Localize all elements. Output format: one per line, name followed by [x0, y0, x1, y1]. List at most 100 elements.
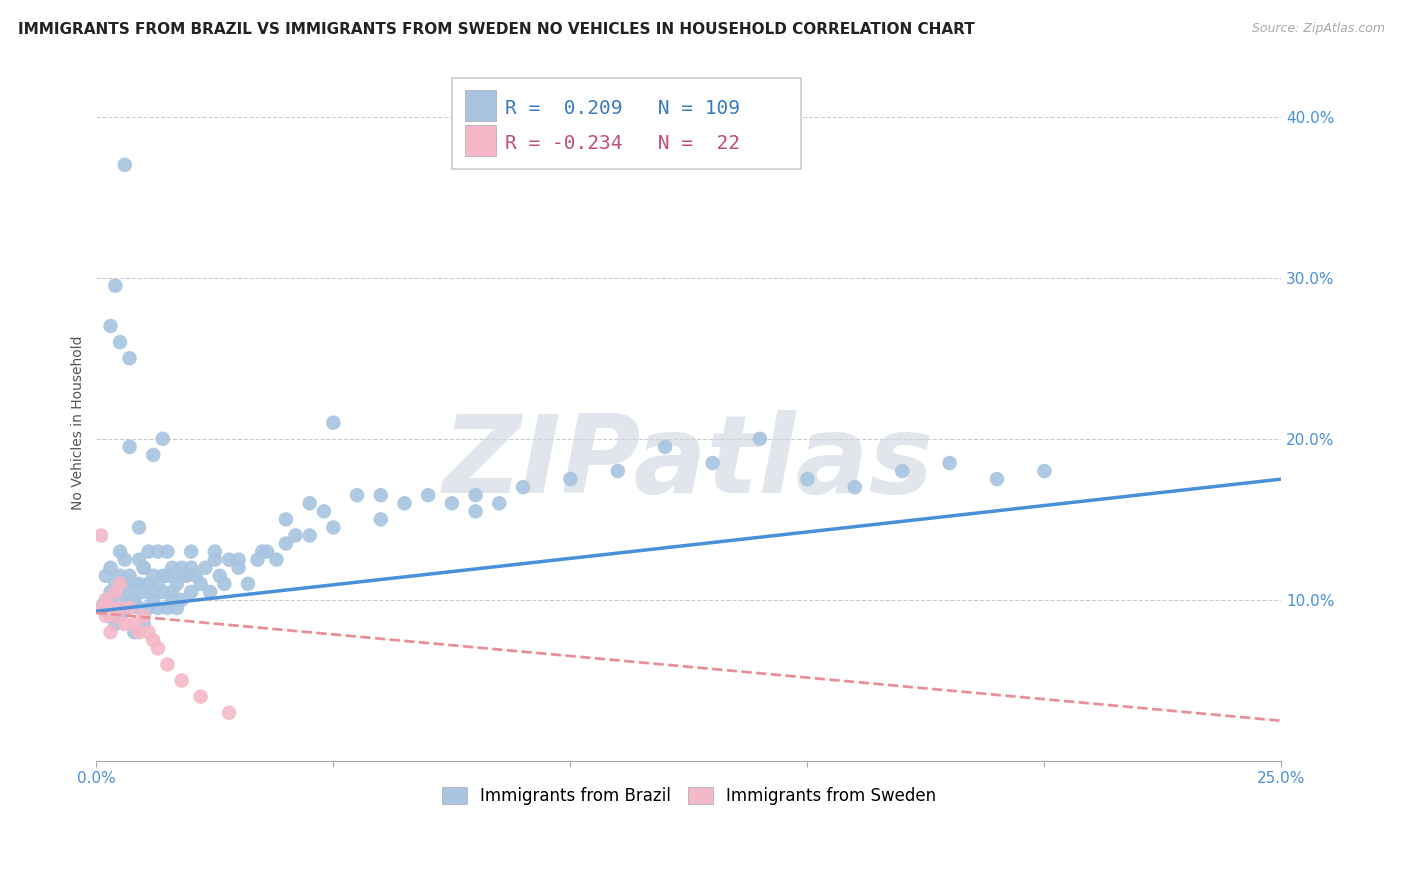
Point [142, 633, 165, 648]
Point [204, 552, 226, 566]
Point [94, 593, 117, 607]
Point [146, 544, 169, 558]
Point [100, 625, 122, 640]
Text: R = -0.234   N =  22: R = -0.234 N = 22 [505, 135, 740, 153]
Point [156, 544, 179, 558]
Point [298, 528, 321, 542]
Point [104, 585, 127, 599]
Point [94, 568, 117, 582]
Point [228, 560, 250, 574]
Point [298, 496, 321, 510]
Point [986, 472, 1008, 486]
Point [90, 601, 112, 615]
Point [796, 472, 818, 486]
Point [118, 568, 141, 582]
Point [128, 625, 150, 640]
Point [606, 464, 628, 478]
Point [218, 552, 240, 566]
Point [170, 593, 193, 607]
Point [128, 520, 150, 534]
Point [170, 568, 193, 582]
Point [214, 577, 236, 591]
Point [132, 560, 155, 574]
Point [108, 609, 131, 624]
Point [118, 585, 141, 599]
Point [122, 577, 145, 591]
Point [122, 593, 145, 607]
Point [160, 560, 183, 574]
Text: Source: ZipAtlas.com: Source: ZipAtlas.com [1251, 22, 1385, 36]
Point [114, 577, 136, 591]
Point [370, 488, 392, 502]
Point [274, 536, 297, 550]
Point [104, 577, 127, 591]
Point [118, 601, 141, 615]
Text: ZIPatlas: ZIPatlas [443, 410, 935, 516]
Point [128, 577, 150, 591]
Point [152, 432, 174, 446]
Point [702, 456, 724, 470]
Point [132, 609, 155, 624]
Point [512, 480, 534, 494]
Point [90, 601, 112, 615]
Point [118, 351, 141, 366]
Point [108, 335, 131, 350]
Point [114, 617, 136, 632]
Legend: Immigrants from Brazil, Immigrants from Sweden: Immigrants from Brazil, Immigrants from … [433, 779, 945, 814]
Point [322, 416, 344, 430]
Point [156, 568, 179, 582]
Point [208, 568, 231, 582]
Point [322, 520, 344, 534]
Point [370, 512, 392, 526]
Point [170, 560, 193, 574]
Point [180, 585, 202, 599]
FancyBboxPatch shape [465, 90, 496, 120]
Point [560, 472, 582, 486]
Point [132, 560, 155, 574]
Point [190, 577, 212, 591]
Point [166, 601, 188, 615]
Point [100, 560, 122, 574]
Point [132, 617, 155, 632]
Point [152, 568, 174, 582]
Point [166, 577, 188, 591]
Point [256, 544, 278, 558]
Point [844, 480, 866, 494]
Point [440, 496, 463, 510]
Point [284, 528, 307, 542]
Point [938, 456, 960, 470]
Point [142, 448, 165, 462]
Point [108, 593, 131, 607]
Point [104, 278, 127, 293]
Point [100, 609, 122, 624]
FancyBboxPatch shape [451, 78, 801, 169]
Point [274, 512, 297, 526]
Point [312, 504, 335, 518]
Point [204, 544, 226, 558]
Point [190, 690, 212, 704]
Point [122, 617, 145, 632]
Point [1033, 464, 1056, 478]
Point [252, 544, 274, 558]
Point [138, 544, 160, 558]
Point [246, 552, 269, 566]
Point [464, 504, 486, 518]
Point [346, 488, 368, 502]
Point [104, 617, 127, 632]
Point [132, 585, 155, 599]
Point [176, 568, 198, 582]
Point [104, 601, 127, 615]
Point [114, 601, 136, 615]
Point [94, 609, 117, 624]
Point [170, 673, 193, 688]
Point [184, 568, 207, 582]
Point [749, 432, 772, 446]
Point [108, 568, 131, 582]
Point [160, 585, 183, 599]
Point [654, 440, 676, 454]
Point [464, 488, 486, 502]
Point [394, 496, 416, 510]
Point [156, 601, 179, 615]
Point [180, 560, 202, 574]
Y-axis label: No Vehicles in Household: No Vehicles in Household [72, 335, 86, 510]
